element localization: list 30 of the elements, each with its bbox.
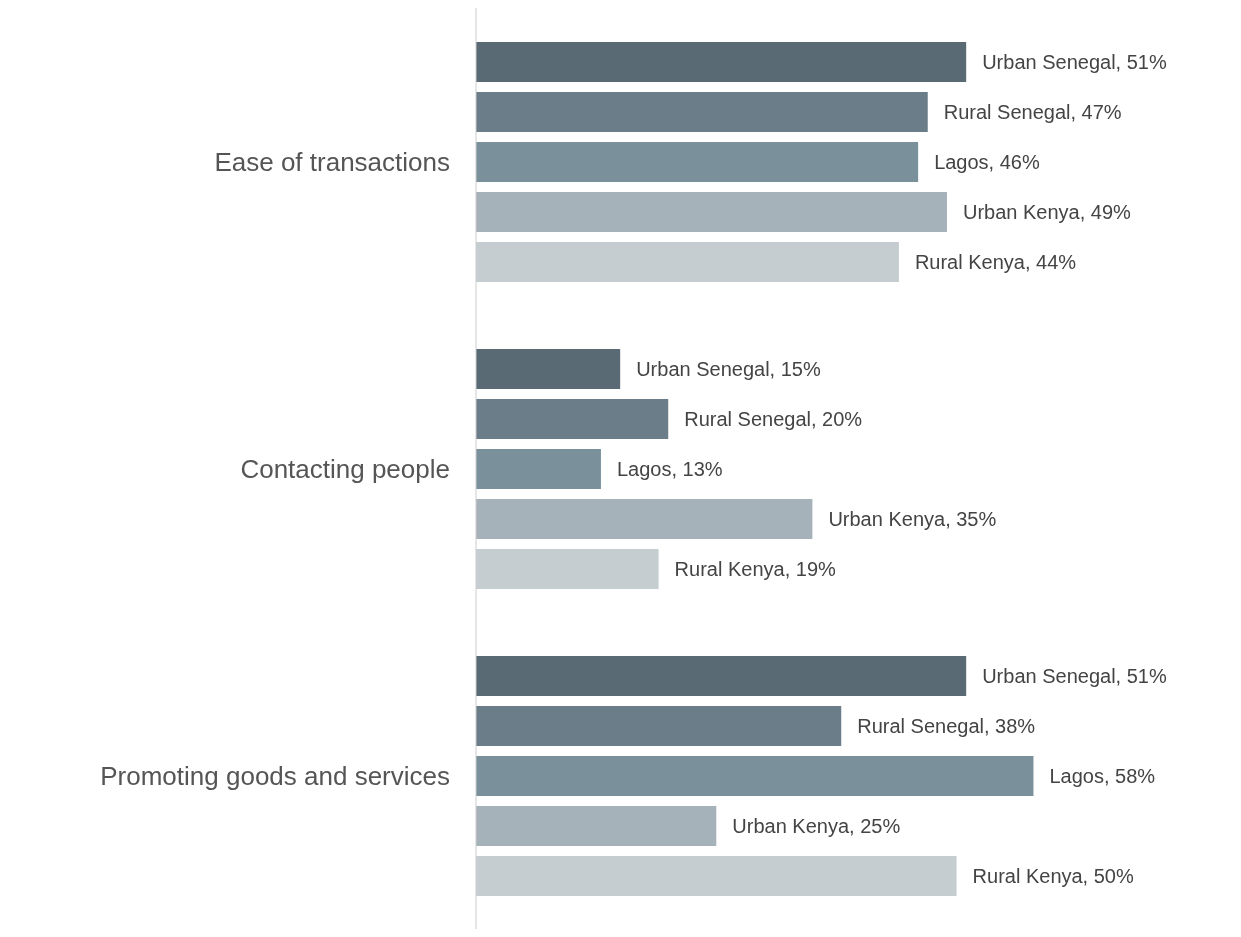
bar [476, 42, 967, 82]
bar [476, 656, 967, 696]
bar [476, 449, 601, 489]
data-label: Urban Kenya, 25% [732, 815, 901, 837]
bar [476, 399, 669, 439]
data-label: Urban Kenya, 35% [828, 508, 997, 530]
data-label: Lagos, 58% [1049, 765, 1156, 787]
bar [476, 92, 928, 132]
data-label: Rural Kenya, 19% [674, 558, 837, 580]
data-label: Rural Senegal, 20% [684, 408, 863, 430]
y-tick-label: Ease of transactions [214, 146, 450, 177]
data-label: Rural Kenya, 50% [972, 865, 1134, 887]
data-label: Urban Senegal, 15% [636, 358, 821, 380]
bar [476, 706, 842, 746]
data-label: Rural Kenya, 44% [914, 251, 1077, 273]
bar [476, 756, 1034, 796]
y-tick-label: Contacting people [240, 453, 450, 484]
bar [476, 142, 919, 182]
data-label: Rural Senegal, 38% [857, 715, 1036, 737]
data-label: Urban Kenya, 49% [962, 201, 1132, 223]
data-label: Urban Senegal, 51% [982, 665, 1167, 687]
bar [476, 806, 717, 846]
y-tick-label: Promoting goods and services [100, 760, 450, 791]
data-label: Lagos, 46% [934, 151, 1040, 173]
data-label: Rural Senegal, 47% [943, 101, 1122, 123]
bar [476, 349, 621, 389]
bar [476, 192, 947, 232]
data-label: Urban Senegal, 51% [982, 51, 1167, 73]
data-label: Lagos, 13% [616, 458, 723, 480]
bar [476, 499, 813, 539]
